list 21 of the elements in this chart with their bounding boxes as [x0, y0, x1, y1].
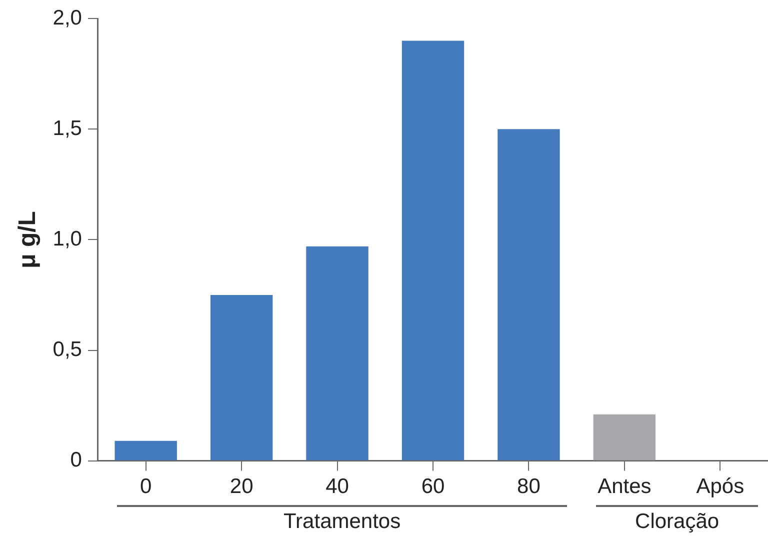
x-tick-label: 60 [421, 475, 445, 498]
y-tick-label: 0,5 [52, 338, 82, 362]
text: Cloração [635, 510, 720, 534]
bar [402, 40, 464, 460]
bar [114, 440, 177, 460]
y-tick-label: 1,5 [52, 116, 82, 140]
bar [306, 246, 368, 460]
y-tick-label: 2,0 [52, 6, 82, 30]
x-tick-label: 80 [517, 475, 540, 498]
x-tick-label: Após [696, 475, 744, 498]
text: Tratamentos [284, 510, 401, 534]
bar [593, 414, 656, 460]
x-tick-label: 20 [230, 475, 254, 498]
y-tick-label: 1,0 [52, 227, 82, 250]
y-tick-label: 0 [70, 448, 82, 472]
y-axis-title: μ g/L [14, 211, 42, 268]
x-tick-label: Antes [598, 475, 652, 498]
bar [210, 294, 273, 460]
x-tick-label: 0 [140, 475, 152, 498]
bar [498, 129, 560, 460]
x-tick-label: 40 [326, 475, 349, 498]
